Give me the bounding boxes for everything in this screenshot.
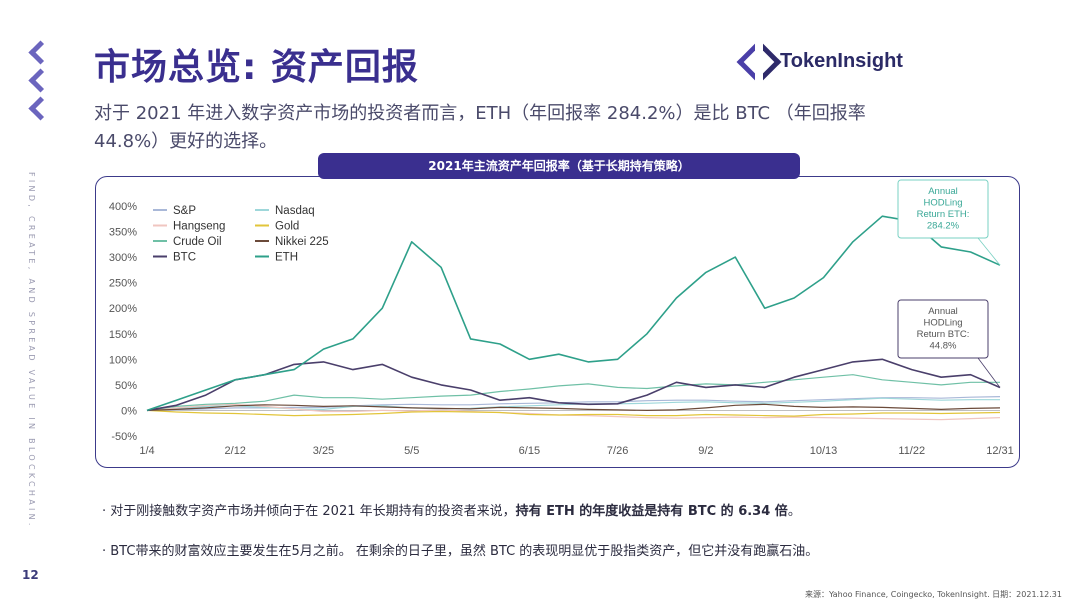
annotation-text: 44.8% [930, 341, 957, 352]
annotation-text: HODLing [923, 198, 962, 209]
annotation-text: Return ETH: [917, 209, 970, 220]
side-tagline: FIND, CREATE, AND SPREAD VALUE IN BLOCKC… [27, 172, 36, 529]
x-tick-label: 11/22 [898, 445, 925, 457]
y-tick-label: 50% [115, 380, 137, 392]
returns-chart: 400% 350% 300% 250% 200% 150% 100% 50% 0% -50%1/4… [109, 179, 1014, 457]
bullet1-pre: · 对于刚接触数字资产市场并倾向于在 2021 年长期持有的投资者来说， [102, 504, 516, 519]
series-line-eth [146, 215, 1001, 412]
x-tick-label: 2/12 [225, 445, 246, 457]
page-title: 市场总览: 资产回报 [94, 47, 419, 88]
legend-label: Crude Oil [173, 236, 222, 248]
x-tick-label: 12/31 [986, 445, 1014, 457]
annotation-box [897, 179, 989, 239]
y-tick-label: 150% [109, 329, 137, 341]
source-note: 来源：Yahoo Finance, Coingecko, TokenInsigh… [804, 590, 1062, 599]
bullet1-post: 。 [787, 504, 801, 519]
legend-label: BTC [173, 252, 196, 264]
page-number: 12 [22, 568, 39, 582]
annotation-text: Annual [928, 186, 958, 197]
x-tick-label: 9/2 [698, 445, 713, 457]
x-tick-label: 10/13 [810, 445, 838, 457]
bullet1-bold: 持有 ETH 的年度收益是持有 BTC 的 6.34 倍 [515, 504, 788, 519]
legend-label: S&P [173, 205, 196, 217]
series-line-gold [146, 409, 1001, 417]
y-tick-label: 350% [109, 227, 137, 239]
y-tick-label: 0% [121, 405, 137, 417]
annotation-text: Return BTC: [917, 329, 970, 340]
series-line-hangseng [146, 403, 1001, 421]
y-tick-label: -50% [111, 431, 137, 443]
y-tick-label: 400% [109, 201, 137, 213]
legend-label: Gold [275, 221, 299, 233]
series-line-crude-oil [146, 374, 1000, 411]
annotation-text: 284.2% [927, 221, 960, 232]
legend-label: Nasdaq [275, 205, 315, 217]
series-line-s-p [146, 396, 1001, 411]
x-tick-label: 5/5 [404, 445, 419, 457]
y-tick-label: 200% [109, 303, 137, 315]
annotation-box [897, 299, 989, 359]
series-line-btc [146, 358, 1001, 412]
legend-label: Nikkei 225 [275, 236, 329, 248]
legend-label: ETH [275, 252, 298, 264]
tokeninsight-logo: TokenInsight [736, 43, 903, 81]
annotation-text: Annual [928, 306, 958, 317]
annotation-text: HODLing [923, 318, 962, 329]
y-tick-label: 300% [109, 252, 137, 264]
series-line-nikkei-225 [146, 403, 1001, 411]
bullet-btc-wealth-effect: · BTC带来的财富效应主要发生在5月之前。 在剩余的日子里，虽然 BTC 的表… [102, 544, 819, 559]
annotation-pointer [977, 237, 1001, 266]
bullet-eth-vs-btc: · 对于刚接触数字资产市场并倾向于在 2021 年长期持有的投资者来说，持有 E… [102, 500, 801, 519]
x-tick-label: 7/26 [607, 445, 628, 457]
x-tick-label: 6/15 [519, 445, 540, 457]
decorative-chevrons [26, 40, 53, 128]
y-tick-label: 250% [109, 278, 137, 290]
annotation-pointer [977, 357, 1001, 388]
legend-label: Hangseng [173, 221, 225, 233]
x-tick-label: 1/4 [139, 445, 154, 457]
x-tick-label: 3/25 [313, 445, 334, 457]
chart-frame [95, 176, 1020, 468]
logo-text: TokenInsight [780, 49, 903, 72]
logo-icon [736, 43, 782, 81]
chart-title: 2021年主流资产年回报率（基于长期持有策略） [318, 153, 800, 179]
page-subtitle: 对于 2021 年进入数字资产市场的投资者而言，ETH（年回报率 284.2%）… [94, 103, 866, 152]
y-tick-label: 100% [109, 354, 137, 366]
